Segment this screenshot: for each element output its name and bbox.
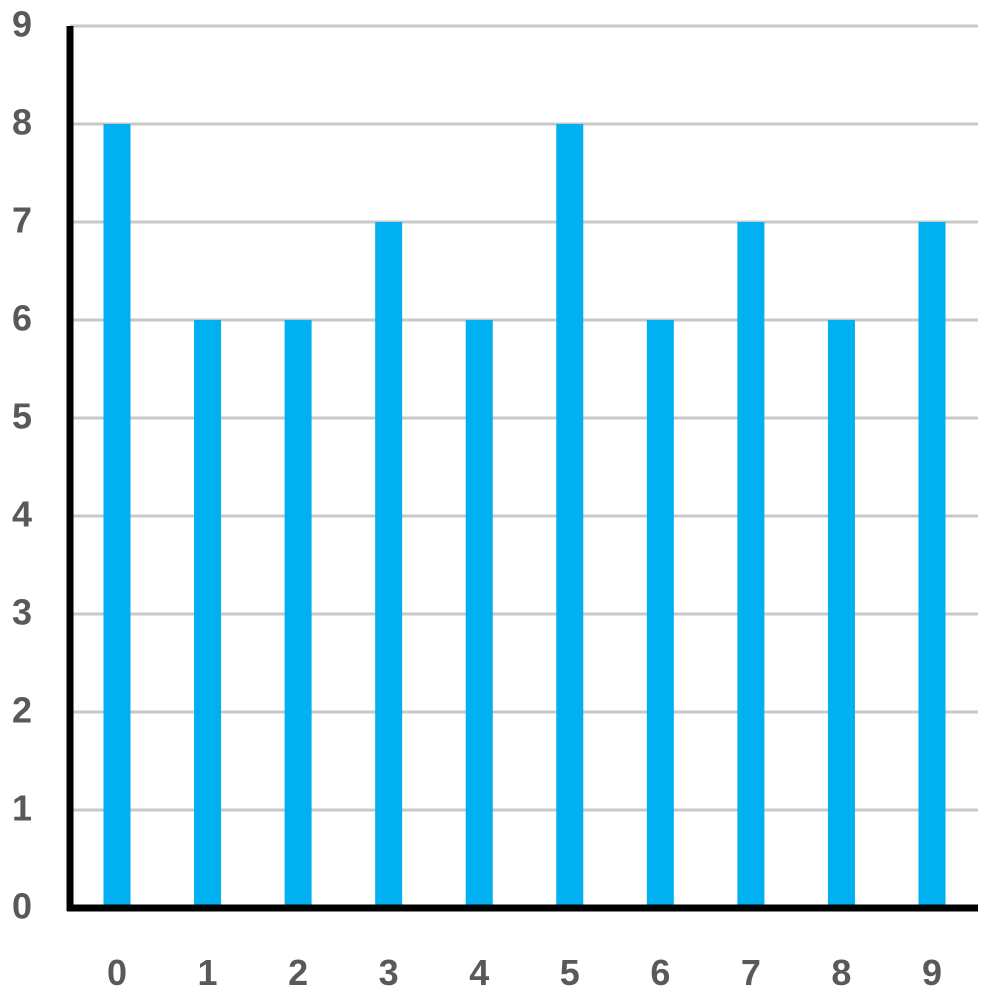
x-tick-label-0: 0 xyxy=(107,952,127,993)
x-tick-label-2: 2 xyxy=(288,952,308,993)
x-tick-label-7: 7 xyxy=(741,952,761,993)
x-tick-labels: 0 1 2 3 4 5 6 7 8 9 xyxy=(107,952,942,993)
x-tick-label-3: 3 xyxy=(379,952,399,993)
x-tick-label-8: 8 xyxy=(831,952,851,993)
y-tick-label-6: 6 xyxy=(12,298,32,339)
y-tick-label-3: 3 xyxy=(12,592,32,633)
y-tick-labels: 0 1 2 3 4 5 6 7 8 9 xyxy=(12,4,32,927)
axes xyxy=(66,26,978,912)
y-tick-label-4: 4 xyxy=(12,494,32,535)
y-tick-label-5: 5 xyxy=(12,396,32,437)
y-tick-label-7: 7 xyxy=(12,200,32,241)
bar-3 xyxy=(375,222,403,908)
x-tick-label-6: 6 xyxy=(650,952,670,993)
bar-7 xyxy=(737,222,765,908)
bar-1 xyxy=(194,320,222,908)
bar-0 xyxy=(103,124,131,908)
y-tick-label-9: 9 xyxy=(12,4,32,45)
gridlines xyxy=(70,24,978,812)
y-tick-label-1: 1 xyxy=(12,788,32,829)
x-tick-label-5: 5 xyxy=(560,952,580,993)
bar-8 xyxy=(827,320,855,908)
y-tick-label-0: 0 xyxy=(12,886,32,927)
bar-6 xyxy=(646,320,674,908)
bar-4 xyxy=(465,320,493,908)
x-tick-label-1: 1 xyxy=(198,952,218,993)
y-tick-label-8: 8 xyxy=(12,102,32,143)
bars xyxy=(103,124,946,908)
y-tick-label-2: 2 xyxy=(12,690,32,731)
bar-9 xyxy=(918,222,946,908)
bar-2 xyxy=(284,320,312,908)
bar-5 xyxy=(556,124,584,908)
x-tick-label-9: 9 xyxy=(922,952,942,993)
x-tick-label-4: 4 xyxy=(469,952,489,993)
